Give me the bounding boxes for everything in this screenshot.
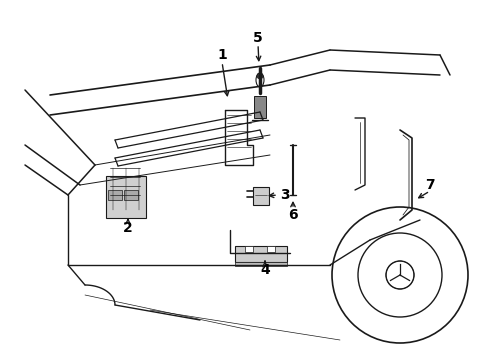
Text: 3: 3 [280,188,290,202]
Bar [245,246,253,252]
Text: 6: 6 [288,208,298,222]
Text: 5: 5 [253,31,263,45]
Bar [253,187,269,205]
Bar [235,246,287,262]
Text: 1: 1 [217,48,227,62]
Bar [267,246,275,252]
FancyBboxPatch shape [106,176,146,218]
Text: 7: 7 [425,178,435,192]
Bar [124,190,138,200]
Bar [108,190,122,200]
Bar [254,96,266,118]
Circle shape [257,73,263,79]
Text: 2: 2 [123,221,133,235]
Bar [235,262,287,266]
Text: 4: 4 [260,263,270,277]
